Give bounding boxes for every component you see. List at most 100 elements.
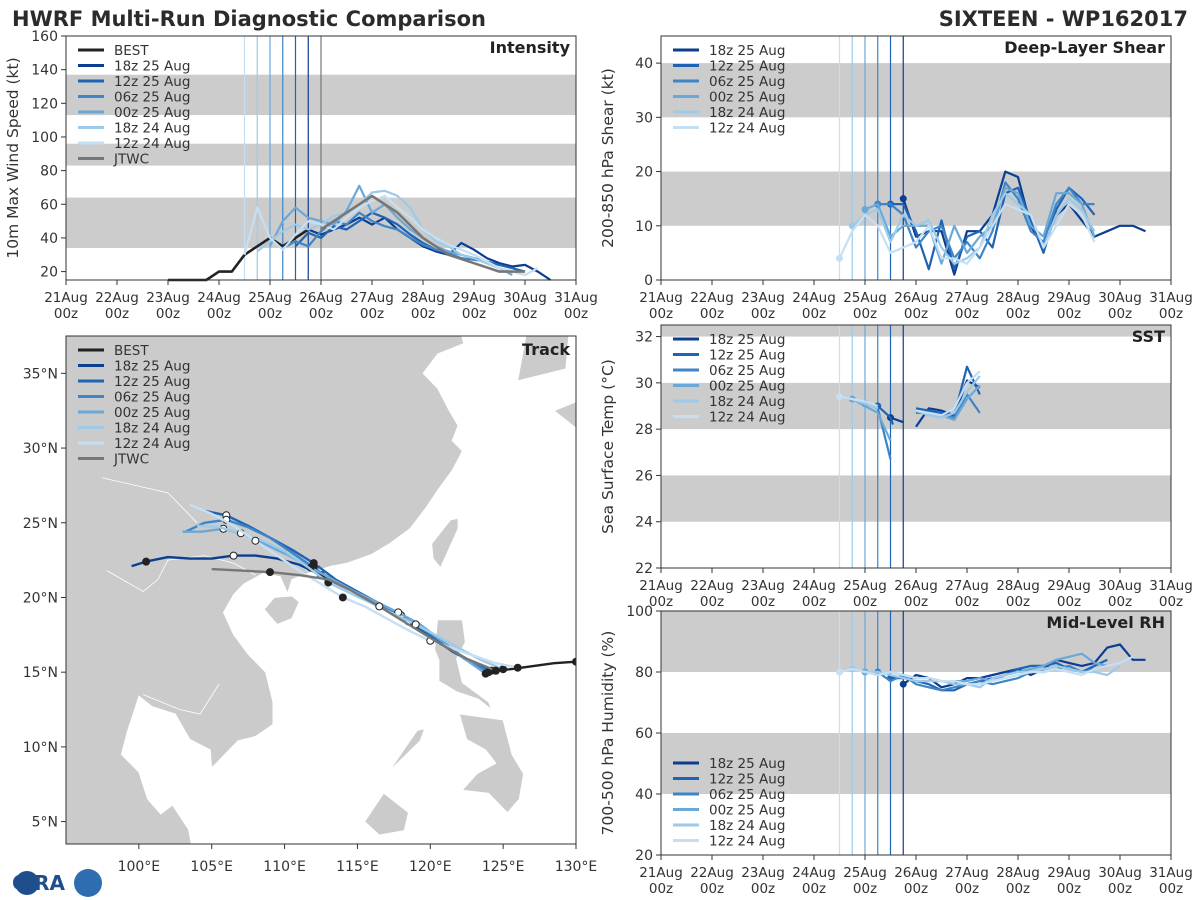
y-tick-label: 40 [635,56,653,72]
legend-item-12z-24-aug: 12z 24 Aug [78,136,190,152]
track-line [189,503,518,669]
series-line-18z-24-aug [256,189,500,270]
y-tick-label: 40 [635,787,653,803]
legend-item-06z-25-aug: 06z 25 Aug [78,90,190,106]
lon-tick-label: 105°E [190,859,233,875]
x-tick-label: 25Aug 00z [843,578,887,610]
legend-item-18z-25-aug: 18z 25 Aug [673,756,785,772]
lat-tick-label: 20°N [23,590,58,606]
x-tick-label: 26Aug 00z [894,290,938,322]
legend-label: JTWC [113,152,149,168]
x-tick-label: 30Aug 00z [503,290,547,322]
legend-label: 00z 25 Aug [709,90,785,106]
legend-item-best: BEST [78,343,149,359]
legend-item-18z-24-aug: 18z 24 Aug [78,121,190,137]
shade-band-0 [661,171,1171,226]
x-tick-label: 26Aug 00z [894,578,938,610]
x-tick-label: 21Aug 00z [639,290,683,322]
legend-item-jtwc: JTWC [78,452,149,468]
legend-label: 06z 25 Aug [114,90,190,106]
track-point [481,669,490,678]
x-tick-label: 28Aug 00z [401,290,445,322]
x-tick-label: 21Aug 00z [639,865,683,897]
y-tick-label: 60 [40,197,58,213]
lon-tick-label: 110°E [263,859,306,875]
legend-label: 00z 25 Aug [114,105,190,121]
legend-label: 12z 25 Aug [114,374,190,390]
legend-item-jtwc: JTWC [78,152,149,168]
x-tick-label: 26Aug 00z [299,290,343,322]
legend-label: 00z 25 Aug [709,379,785,395]
series-line-12z-25-aug [890,186,1096,271]
legend-item-18z-24-aug: 18z 24 Aug [673,105,785,121]
y-tick-label: 120 [31,96,58,112]
x-tick-label: 30Aug 00z [1098,865,1142,897]
legend-item-12z-25-aug: 12z 25 Aug [78,374,190,390]
x-tick-label: 22Aug 00z [95,290,139,322]
lat-tick-label: 30°N [23,441,58,457]
legend-item-12z-25-aug: 12z 25 Aug [673,772,785,788]
y-tick-label: 10 [635,219,653,235]
x-tick-label: 28Aug 00z [996,578,1040,610]
lon-tick-label: 100°E [118,859,161,875]
x-tick-label: 26Aug 00z [894,865,938,897]
land-kyushu [553,401,576,429]
y-tick-label: 24 [635,515,653,531]
x-tick-label: 27Aug 00z [945,578,989,610]
x-tick-label: 28Aug 00z [996,865,1040,897]
track-point [251,536,260,545]
legend-label: 12z 24 Aug [709,410,785,426]
y-tick-label: 80 [635,665,653,681]
legend-label: 12z 24 Aug [114,136,190,152]
y-axis-label: Sea Surface Temp (°C) [599,359,617,534]
legend-item-12z-24-aug: 12z 24 Aug [673,121,785,137]
y-tick-label: 140 [31,63,58,79]
legend-item-06z-25-aug: 06z 25 Aug [673,787,785,803]
series-line-18z-24-aug [851,192,1096,265]
series-line-00z-25-aug [864,186,1096,265]
legend-label: 06z 25 Aug [709,74,785,90]
x-tick-label: 29Aug 00z [1047,865,1091,897]
legend-item-18z-24-aug: 18z 24 Aug [673,818,785,834]
lon-tick-label: 125°E [482,859,525,875]
map-area [66,336,576,844]
x-tick-label: 23Aug 00z [146,290,190,322]
legend-item-12z-24-aug: 12z 24 Aug [673,410,785,426]
legend-item-18z-25-aug: 18z 25 Aug [78,359,190,375]
y-tick-label: 100 [31,130,58,146]
x-tick-label: 23Aug 00z [741,290,785,322]
panel-title: Track [522,340,570,359]
shade-band-1 [661,382,1171,430]
y-tick-label: 160 [31,29,58,45]
legend-label: 18z 25 Aug [709,756,785,772]
legend-label: 18z 24 Aug [114,421,190,437]
series-start-point [899,680,907,688]
track-panel: 100°E 105°E 110°E 115°E 120°E 125°E 130°E 5°N 10… [23,335,597,875]
x-tick-label: 25Aug 00z [843,290,887,322]
series-start-point [836,254,843,262]
track-12z-24-aug [189,503,522,672]
series-line-12z-24-aug [838,203,1096,265]
track-point [338,593,347,602]
legend-item-18z-24-aug: 18z 24 Aug [673,394,785,410]
y-axis-label: 700-500 hPa Humidity (%) [599,631,617,836]
track-point [375,602,384,611]
x-tick-label: 24Aug 00z [792,290,836,322]
track-jtwc [211,567,500,675]
border-line-1 [106,559,169,592]
panel-title: Mid-Level RH [1046,613,1165,632]
land-asia-mainland [66,336,465,844]
lat-tick-label: 5°N [32,815,58,831]
x-tick-label: 31Aug 00z [1149,865,1193,897]
legend-item-12z-25-aug: 12z 25 Aug [673,59,785,75]
panel-title: Intensity [490,38,571,57]
land-hainan [263,595,300,625]
x-tick-label: 27Aug 00z [945,290,989,322]
series-00z-25-aug [861,186,1096,265]
legend-item-06z-25-aug: 06z 25 Aug [78,390,190,406]
track-point [513,663,522,672]
series-12z-24-aug [836,655,1134,686]
x-tick-label: 31Aug 00z [1149,578,1193,610]
panel-title: SST [1132,327,1165,346]
